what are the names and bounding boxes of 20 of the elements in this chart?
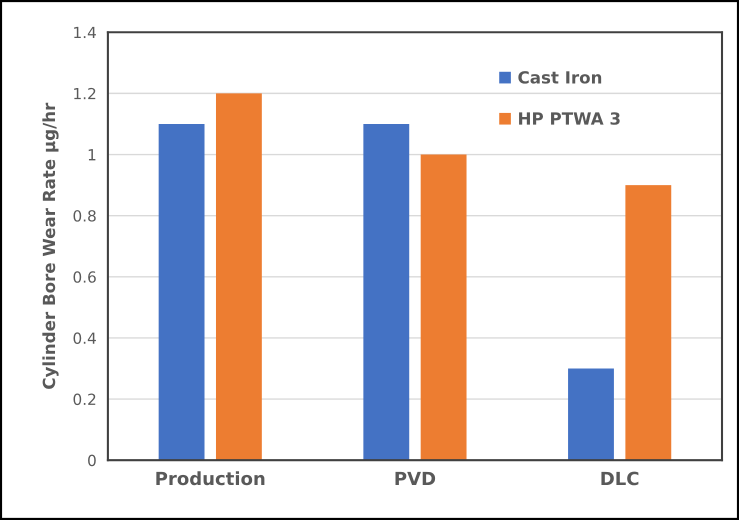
y-tick-label: 0 — [88, 454, 96, 466]
bar — [568, 368, 614, 460]
y-axis-title: Cylinder Bore Wear Rate μg/hr — [42, 102, 59, 389]
x-tick-label: DLC — [601, 472, 638, 486]
y-tick-label: 0.8 — [73, 210, 96, 222]
bar — [420, 154, 467, 460]
bar — [363, 124, 410, 460]
y-tick-label: 0.2 — [73, 394, 96, 406]
x-tick-label: PVD — [396, 472, 436, 486]
y-tick-label: 1 — [88, 149, 96, 160]
legend-label: Cast Iron — [518, 71, 602, 84]
y-tick-label: 1.4 — [74, 26, 96, 38]
y-tick-label: 0.4 — [73, 332, 96, 344]
y-tick-label: 0.6 — [73, 271, 96, 283]
y-tick-label: 1.2 — [74, 88, 96, 100]
bar — [216, 93, 262, 460]
x-tick-label: Production — [156, 471, 264, 486]
bar — [625, 185, 672, 460]
legend-label: HP PTWA 3 — [519, 112, 620, 125]
bar — [158, 124, 205, 460]
